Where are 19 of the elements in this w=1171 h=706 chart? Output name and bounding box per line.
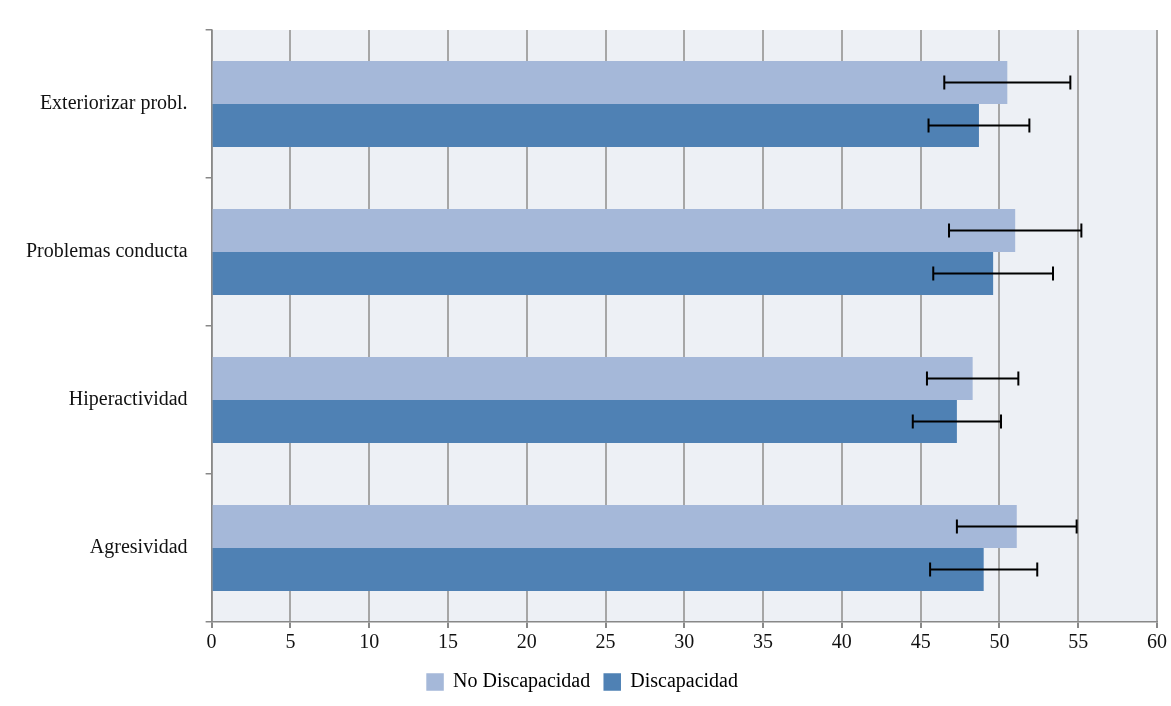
x-tick-label: 40	[831, 630, 852, 653]
x-tick-label: 15	[437, 630, 458, 653]
x-tick-label: 10	[359, 630, 380, 653]
x-tick-label: 30	[674, 630, 695, 653]
y-tick-label: Exteriorizar probl.	[39, 91, 188, 115]
x-tick-label: 50	[989, 630, 1010, 653]
legend-label: Discapacidad	[630, 669, 738, 693]
y-tick-label: Hiperactividad	[68, 387, 188, 411]
x-tick-label: 5	[285, 630, 296, 653]
y-tick-label: Agresividad	[89, 535, 188, 559]
x-tick-label: 20	[516, 630, 537, 653]
y-tick-label: Problemas conducta	[26, 239, 188, 262]
x-tick-label: 25	[595, 630, 616, 653]
legend-label: No Discapacidad	[453, 669, 591, 693]
x-tick-label: 55	[1068, 630, 1089, 653]
x-tick-label: 60	[1147, 630, 1167, 653]
x-tick-label: 45	[910, 630, 931, 653]
x-tick-label: 35	[753, 630, 774, 653]
x-tick-label: 0	[206, 630, 217, 653]
